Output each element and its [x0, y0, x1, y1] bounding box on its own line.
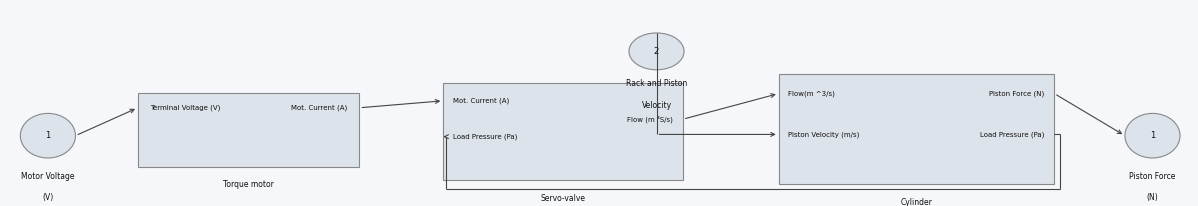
Text: (V): (V) [42, 193, 54, 202]
Ellipse shape [629, 33, 684, 70]
Text: Terminal Voltage (V): Terminal Voltage (V) [150, 104, 220, 111]
Text: 1: 1 [46, 131, 50, 140]
Text: Load Pressure (Pa): Load Pressure (Pa) [453, 133, 518, 140]
Text: Piston Velocity (m/s): Piston Velocity (m/s) [788, 131, 860, 138]
Text: Motor Voltage: Motor Voltage [22, 172, 74, 180]
Text: Flow(m ^3/s): Flow(m ^3/s) [788, 90, 835, 97]
Text: Piston Force: Piston Force [1130, 172, 1175, 180]
Text: Mot. Current (A): Mot. Current (A) [453, 97, 509, 104]
Text: Servo-valve: Servo-valve [540, 194, 586, 203]
FancyBboxPatch shape [779, 74, 1054, 184]
Text: 2: 2 [654, 47, 659, 56]
Text: Flow (m ³S/s): Flow (m ³S/s) [628, 115, 673, 123]
Text: Torque motor: Torque motor [223, 180, 274, 189]
Ellipse shape [1125, 113, 1180, 158]
Text: Velocity: Velocity [641, 101, 672, 110]
FancyBboxPatch shape [138, 93, 359, 167]
Text: Rack and Piston: Rack and Piston [625, 80, 688, 88]
Text: Load Pressure (Pa): Load Pressure (Pa) [980, 131, 1045, 138]
Text: Cylinder: Cylinder [901, 198, 932, 206]
Text: Mot. Current (A): Mot. Current (A) [291, 104, 347, 111]
Text: 1: 1 [1150, 131, 1155, 140]
Text: Piston Force (N): Piston Force (N) [990, 90, 1045, 97]
Ellipse shape [20, 113, 75, 158]
FancyBboxPatch shape [443, 83, 683, 180]
Text: (N): (N) [1146, 193, 1158, 202]
